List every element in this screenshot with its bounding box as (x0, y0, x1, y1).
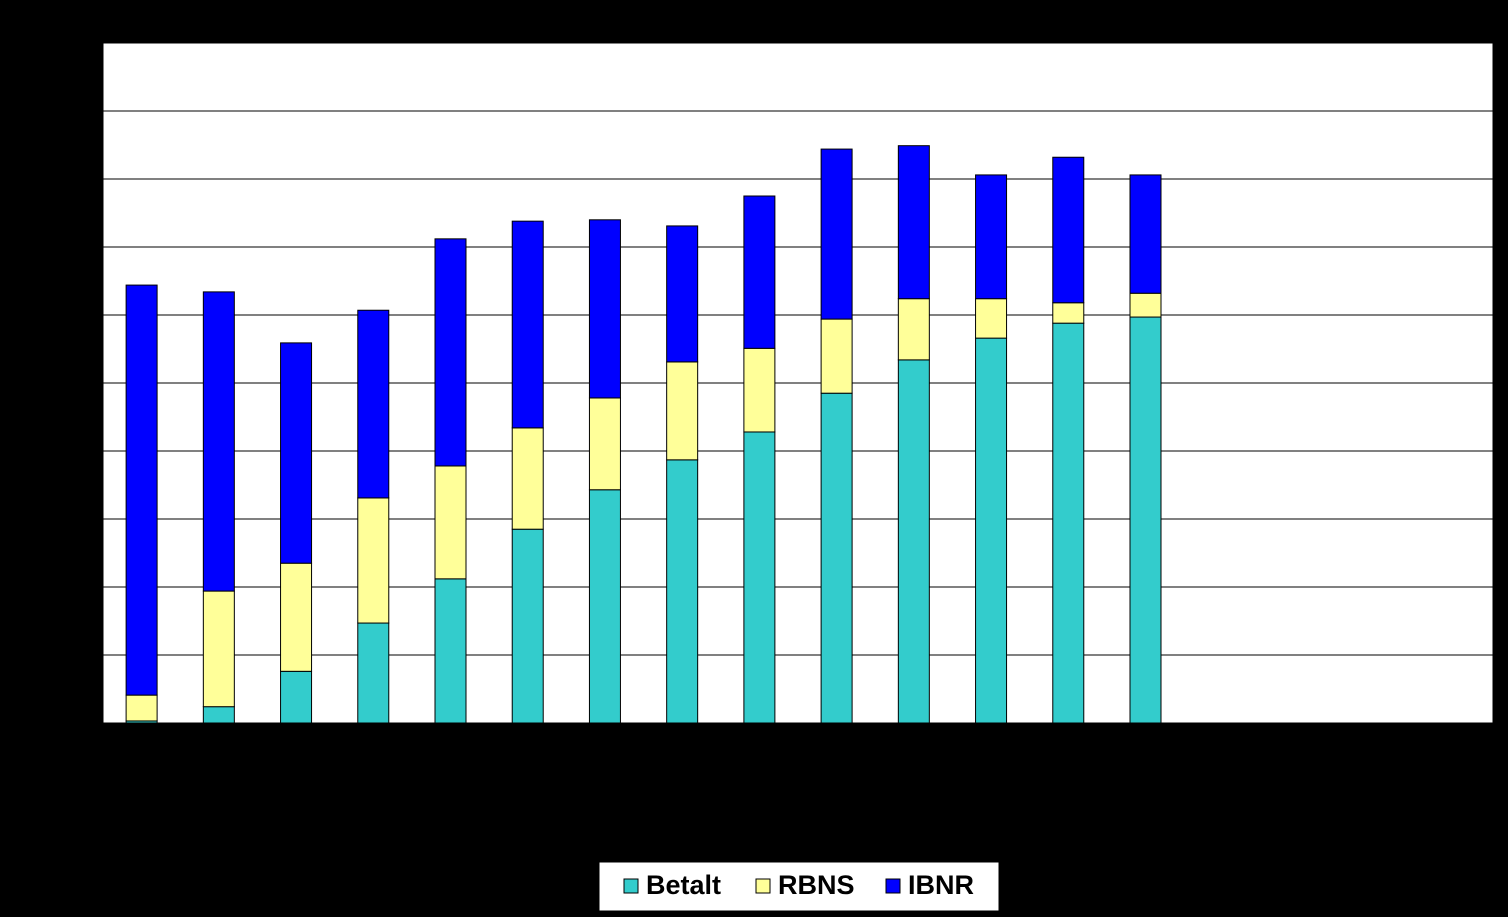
bar-segment (511, 528, 544, 724)
bar-segment (666, 225, 699, 363)
bar-segment (588, 489, 621, 724)
bar-segment (280, 670, 313, 724)
bar-segment (897, 298, 930, 361)
bar-segment (820, 392, 853, 724)
bar-segment (820, 318, 853, 394)
bar-segment (743, 431, 776, 724)
legend-label: RBNS (778, 870, 855, 900)
legend-label: Betalt (646, 870, 721, 900)
legend-swatch (885, 878, 901, 894)
bar-segment (1052, 156, 1085, 304)
bar-segment (1052, 322, 1085, 724)
bar-segment (1129, 316, 1162, 724)
bar-segment (666, 459, 699, 724)
bar-segment (357, 309, 390, 499)
bar-segment (511, 427, 544, 530)
bar-segment (743, 195, 776, 349)
bar-segment (434, 465, 467, 580)
bar-segment (897, 145, 930, 300)
bar-segment (202, 706, 235, 724)
bar-segment (202, 291, 235, 592)
legend-swatch (623, 878, 639, 894)
bar-segment (202, 590, 235, 708)
bar-segment (1129, 174, 1162, 294)
bar-segment (280, 342, 313, 564)
bar-segment (975, 298, 1008, 339)
bar-segment (280, 562, 313, 672)
bar-segment (897, 359, 930, 724)
bar-segment (511, 220, 544, 429)
bar-segment (434, 578, 467, 724)
bar-segment (125, 694, 158, 722)
bar-segment (975, 337, 1008, 724)
bar-segment (357, 497, 390, 624)
legend-swatch (755, 878, 771, 894)
bar-segment (743, 347, 776, 433)
bar-segment (357, 622, 390, 724)
bar-segment (588, 219, 621, 399)
bar-segment (1052, 302, 1085, 324)
bar-segment (975, 174, 1008, 300)
bar-segment (1129, 292, 1162, 318)
bar-segment (588, 397, 621, 491)
bar-segment (666, 361, 699, 461)
bar-segment (820, 148, 853, 320)
legend-box (598, 861, 1000, 912)
legend-label: IBNR (908, 870, 974, 900)
bar-segment (125, 284, 158, 696)
legend: Betalt RBNS IBNR (598, 861, 1000, 912)
bar-segment (434, 238, 467, 467)
